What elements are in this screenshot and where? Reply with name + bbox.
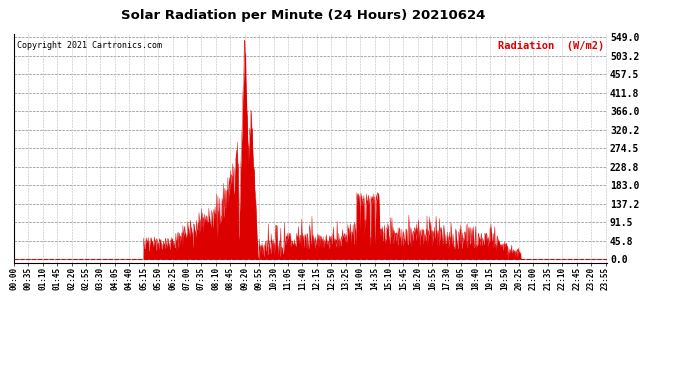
Text: Copyright 2021 Cartronics.com: Copyright 2021 Cartronics.com	[17, 40, 161, 50]
Text: Solar Radiation per Minute (24 Hours) 20210624: Solar Radiation per Minute (24 Hours) 20…	[121, 9, 486, 22]
Text: Radiation  (W/m2): Radiation (W/m2)	[498, 40, 604, 51]
